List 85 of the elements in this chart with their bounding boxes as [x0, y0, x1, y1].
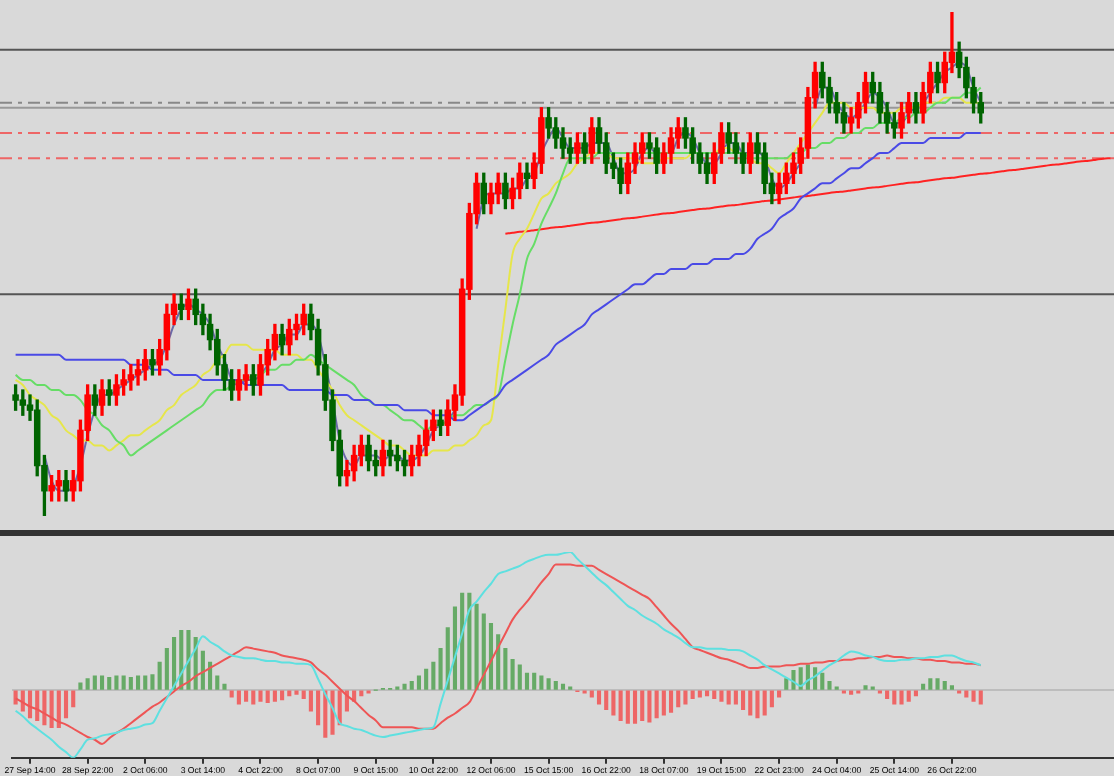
bar	[280, 690, 285, 701]
bar	[42, 690, 47, 726]
bar	[906, 690, 911, 702]
bar	[524, 672, 530, 690]
bar	[244, 690, 249, 702]
bar	[287, 690, 292, 697]
bar	[647, 690, 652, 723]
bar	[748, 690, 753, 716]
bar	[661, 690, 666, 716]
bar	[596, 690, 602, 705]
bar	[85, 678, 90, 690]
bar	[172, 636, 177, 690]
bar	[128, 676, 133, 690]
bar	[56, 690, 61, 728]
bar	[460, 592, 465, 690]
bar	[272, 690, 277, 702]
bar	[885, 690, 890, 699]
bar	[424, 668, 429, 690]
bar	[589, 690, 594, 698]
bar	[78, 682, 83, 690]
bar	[942, 681, 947, 690]
bar	[416, 675, 422, 690]
bar	[813, 667, 818, 690]
bar	[546, 678, 551, 690]
bar	[784, 678, 789, 690]
bar	[236, 690, 241, 705]
bar	[467, 592, 472, 690]
bar	[402, 683, 407, 690]
bar	[726, 690, 731, 705]
bar	[654, 690, 659, 719]
bar	[964, 690, 969, 698]
bar	[517, 664, 522, 690]
bar	[755, 690, 760, 719]
bar	[769, 690, 774, 708]
bar	[49, 690, 54, 728]
bar	[712, 690, 717, 699]
bar	[928, 678, 933, 690]
bar	[560, 683, 566, 690]
bar	[618, 690, 623, 722]
bar	[143, 675, 148, 690]
bar	[359, 690, 364, 697]
bar	[553, 681, 558, 690]
bar	[719, 690, 724, 702]
bar	[762, 690, 767, 716]
bar	[409, 681, 414, 690]
bar	[107, 676, 112, 690]
bar	[921, 683, 926, 690]
bar	[604, 690, 609, 711]
bar	[611, 690, 616, 716]
bar	[971, 690, 976, 702]
bar	[978, 690, 983, 705]
bar	[913, 690, 918, 697]
bar	[251, 690, 256, 705]
bar	[474, 603, 479, 690]
bar	[114, 675, 119, 690]
bar	[935, 678, 940, 690]
bar	[827, 681, 832, 690]
bar	[258, 690, 263, 702]
bar	[99, 675, 105, 690]
bar	[733, 690, 738, 705]
bar	[229, 690, 234, 698]
bar	[222, 683, 227, 690]
bar	[532, 672, 537, 690]
bar	[704, 690, 710, 697]
bar	[265, 690, 270, 704]
bar	[676, 690, 681, 708]
bar	[539, 675, 544, 690]
bar	[668, 690, 674, 713]
bar	[640, 690, 645, 722]
bar	[27, 690, 33, 719]
bar	[510, 659, 515, 690]
bar	[121, 675, 126, 690]
bar	[820, 672, 825, 690]
bar	[892, 690, 897, 705]
bar	[625, 690, 630, 724]
bar	[690, 690, 695, 699]
bar	[13, 690, 18, 705]
bar	[632, 690, 638, 724]
bar	[135, 675, 141, 690]
bar	[683, 690, 688, 705]
bar	[697, 690, 702, 698]
bar	[35, 690, 40, 722]
bar	[741, 690, 746, 711]
bar	[899, 690, 904, 705]
bar	[92, 675, 97, 690]
